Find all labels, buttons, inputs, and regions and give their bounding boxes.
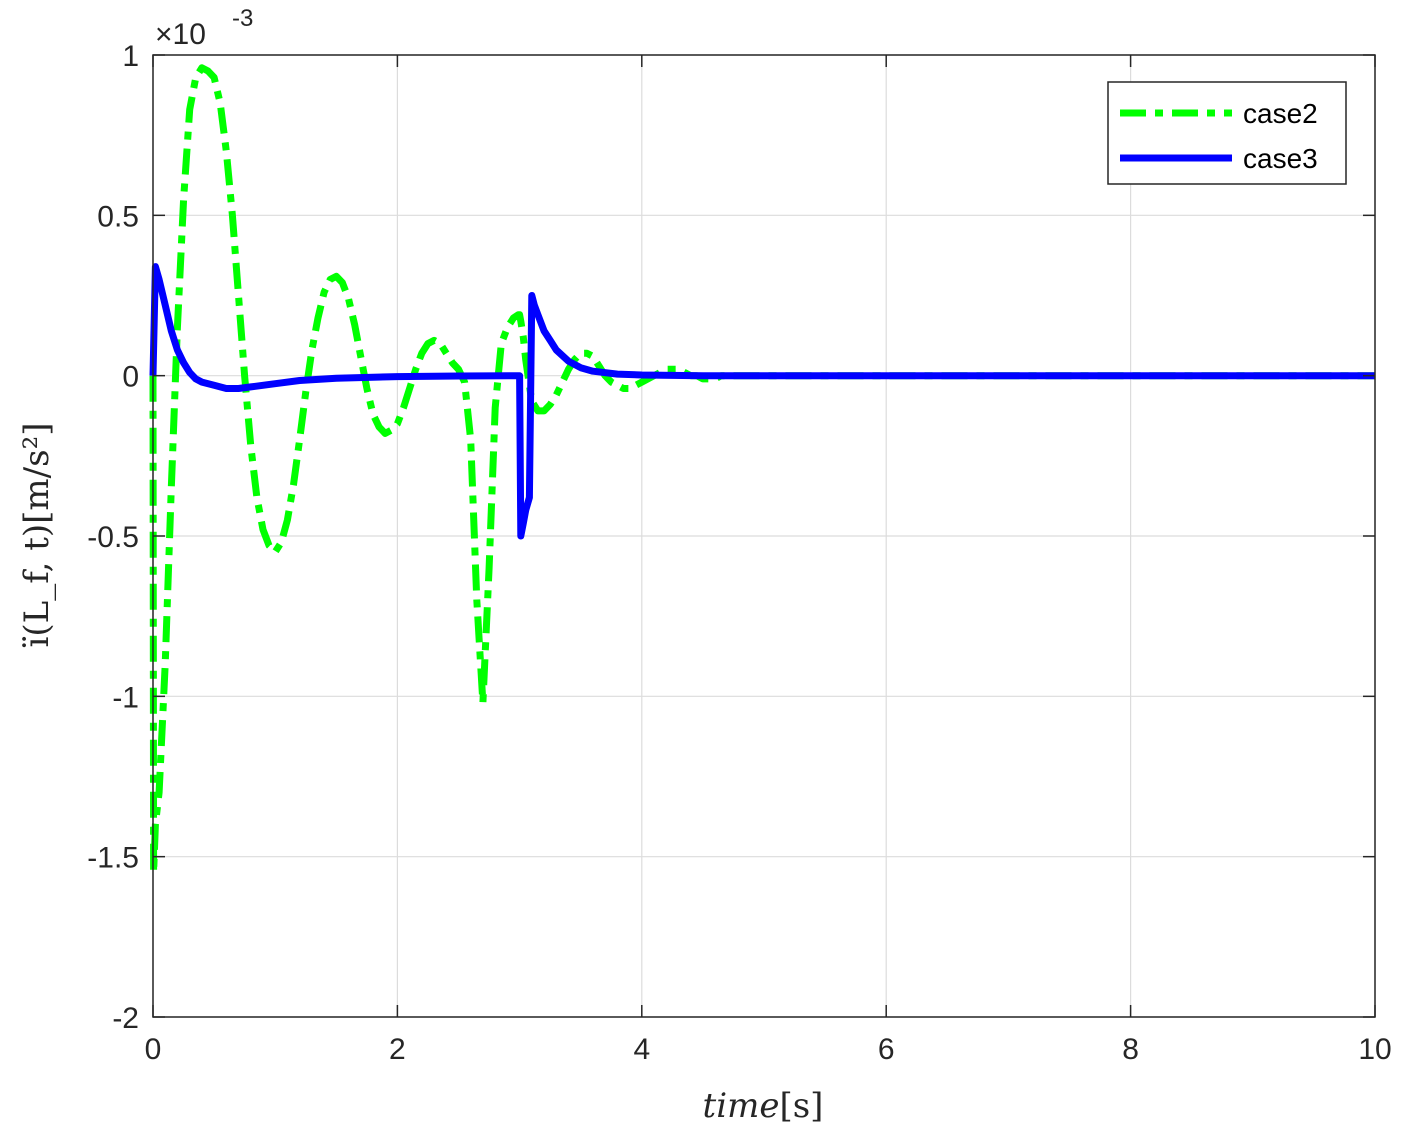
y-axis-label: ï(L_f, t)[m/s²]: [17, 423, 57, 648]
grid-layer: [152, 54, 1376, 1018]
legend-label-case3: case3: [1243, 143, 1318, 174]
x-tick-label: 0: [145, 1033, 162, 1066]
x-tick-label: 8: [1122, 1033, 1139, 1066]
x-tick-label: 2: [389, 1033, 406, 1066]
x-tick-label: 6: [878, 1033, 895, 1066]
y-tick-label: -2: [112, 1002, 139, 1035]
series-line-case3: [149, 263, 1375, 540]
y-tick-label: 0: [122, 361, 139, 394]
y-tick-label: 1: [122, 40, 139, 73]
y-tick-label: -1.5: [87, 842, 139, 875]
y-exponent-power: -3: [232, 5, 253, 32]
x-axis-label-unit: [s]: [779, 1086, 823, 1126]
y-exponent-base: ×10: [155, 18, 206, 51]
x-tick-label: 10: [1358, 1033, 1391, 1066]
legend-box: [1107, 81, 1347, 185]
series-layer: [149, 64, 1375, 877]
y-tick-label: -1: [112, 681, 139, 714]
x-axis-label-var: time: [703, 1086, 780, 1126]
legend: case2 case3: [1107, 81, 1347, 185]
y-exponent-label: ×10 -3: [155, 5, 253, 51]
x-axis-label: time[s]: [703, 1086, 824, 1126]
legend-label-case2: case2: [1243, 98, 1318, 129]
y-tick-label: 0.5: [97, 200, 139, 233]
x-tick-label: 4: [633, 1033, 650, 1066]
series-line-case2: [149, 64, 1375, 877]
tick-layer: 0 2 4 6 8 10 -2 -1.5 -1 -0.5 0 0.5 1: [87, 40, 1391, 1066]
y-tick-label: -0.5: [87, 521, 139, 554]
